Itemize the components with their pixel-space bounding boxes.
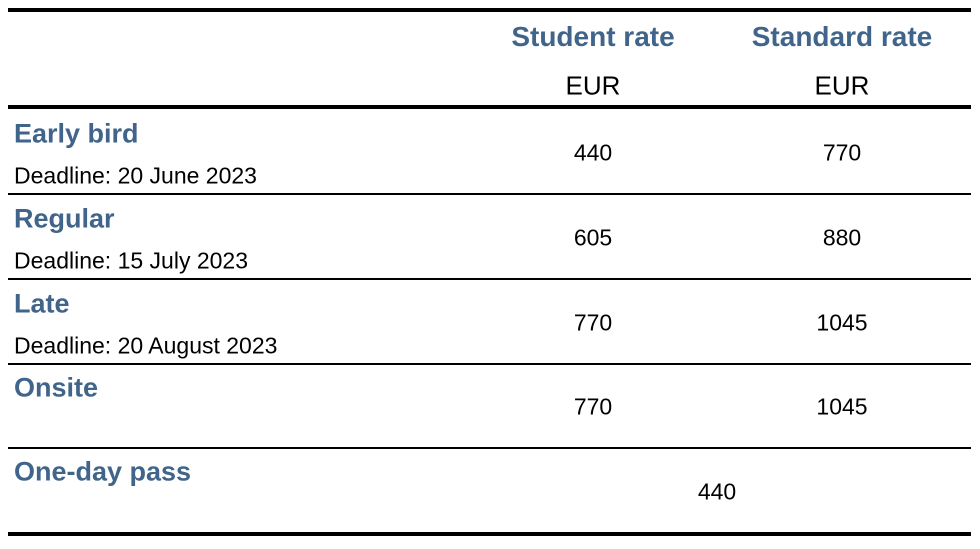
column-unit: EUR bbox=[814, 70, 870, 101]
column-title: Student rate bbox=[511, 21, 675, 52]
student-price: 770 bbox=[573, 393, 613, 420]
standard-price: 1045 bbox=[816, 393, 868, 420]
standard-price: 1045 bbox=[816, 309, 868, 336]
column-title: Standard rate bbox=[751, 21, 933, 52]
column-unit: EUR bbox=[565, 70, 621, 101]
header-rule bbox=[8, 105, 971, 109]
bottom-rule bbox=[8, 532, 971, 536]
row-rule bbox=[8, 363, 971, 365]
row-rule bbox=[8, 278, 971, 280]
row-label: Regular bbox=[14, 203, 115, 234]
row-label: Late bbox=[14, 288, 70, 319]
student-price: 605 bbox=[573, 224, 613, 251]
pass-price: 440 bbox=[697, 478, 737, 505]
row-deadline: Deadline: 20 June 2023 bbox=[14, 162, 257, 189]
row-deadline: Deadline: 20 August 2023 bbox=[14, 332, 278, 359]
pass-label: One-day pass bbox=[14, 456, 192, 487]
student-price: 440 bbox=[573, 139, 613, 166]
row-rule bbox=[8, 193, 971, 195]
standard-price: 880 bbox=[822, 224, 862, 251]
row-deadline: Deadline: 15 July 2023 bbox=[14, 247, 248, 274]
row-rule bbox=[8, 447, 971, 449]
row-label: Onsite bbox=[14, 372, 99, 403]
standard-price: 770 bbox=[822, 139, 862, 166]
top-rule bbox=[8, 8, 971, 12]
student-price: 770 bbox=[573, 309, 613, 336]
row-label: Early bird bbox=[14, 118, 139, 149]
